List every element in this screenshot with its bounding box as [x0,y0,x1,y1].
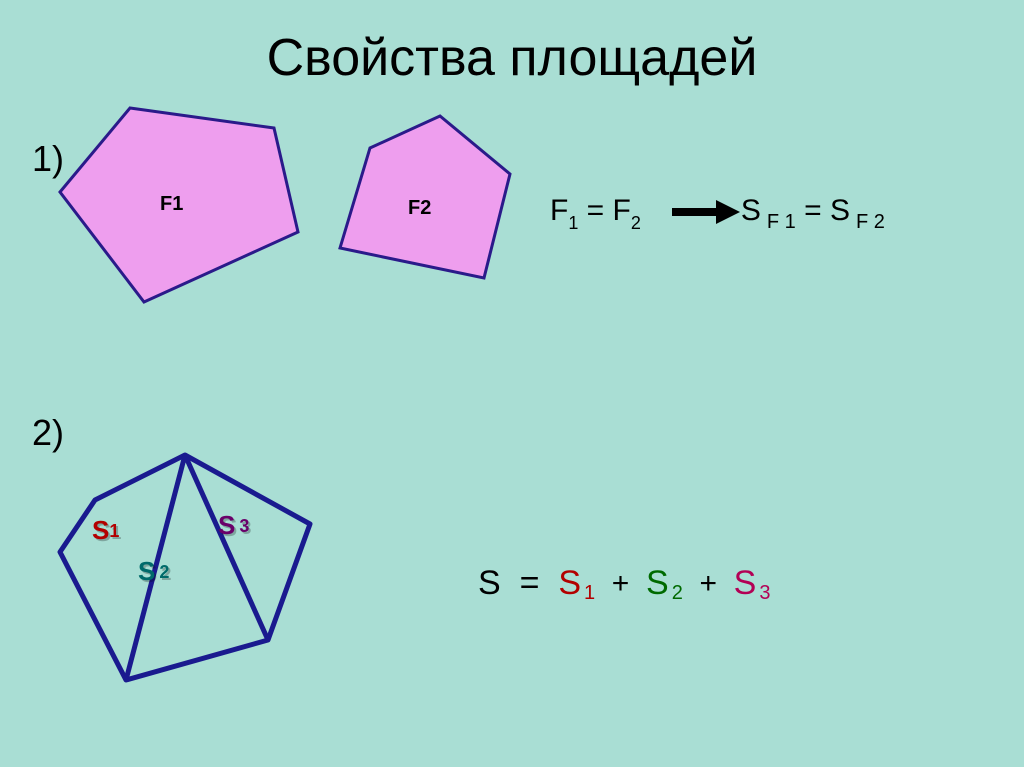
s3-letter: S [218,510,235,541]
eq-s1-letter: S [558,564,581,603]
split-polygon-outer [60,455,310,680]
slide-title: Свойства площадей [0,28,1024,88]
pentagon-f2-label: F2 [408,197,431,219]
section1-label: 1) [32,138,64,180]
letter-s1: S [741,194,761,228]
s1-sub: 1 [109,521,119,542]
eq-s2: S 2 [646,564,683,603]
eq-s3: S 3 [734,564,771,603]
eq-s1-sub: 1 [584,582,595,605]
eq-plus1: + [595,567,646,601]
region-label-s2: S 2 [138,556,169,587]
eq-s1: S 1 [558,564,595,603]
region-label-s1: S 1 [92,515,119,546]
sf2-term: S F 2 [830,194,885,228]
pentagon-f2 [340,116,510,278]
section1-formula: F 1 = F 2 S F 1 = S F 2 [550,194,885,228]
eq-s3-letter: S [734,564,757,603]
pentagon-f1 [60,108,298,302]
s3-sub: 3 [239,516,249,537]
s2-letter: S [138,556,155,587]
sf1-term: S F 1 [741,194,796,228]
sub-f1: F 1 [767,211,796,234]
section2-formula: S = S 1 + S 2 + S 3 [478,564,770,603]
f2-term: F 2 [613,194,641,228]
shapes-svg: F1 F2 [0,0,1024,767]
s1-letter: S [92,515,109,546]
section2-label: 2) [32,412,64,454]
eq-s: S [478,564,501,603]
eq-s2-letter: S [646,564,669,603]
letter-f: F [550,194,568,228]
f1-term: F 1 [550,194,578,228]
eq-eq: = [501,564,559,603]
region-label-s3: S 3 [218,510,249,541]
letter-s2: S [830,194,850,228]
s2-sub: 2 [159,562,169,583]
sub-f2: F 2 [856,211,885,234]
equals-2: = [796,194,830,228]
equals-1: = [578,194,612,228]
slide: Свойства площадей 1) F1 F2 F 1 = F 2 [0,0,1024,767]
sub-1: 1 [568,213,578,234]
eq-s3-sub: 3 [759,582,770,605]
split-line-2 [185,455,268,640]
eq-plus2: + [683,567,734,601]
sub-2: 2 [631,213,641,234]
pentagon-f1-label: F1 [160,193,183,215]
letter-f2: F [613,194,631,228]
eq-s2-sub: 2 [672,582,683,605]
